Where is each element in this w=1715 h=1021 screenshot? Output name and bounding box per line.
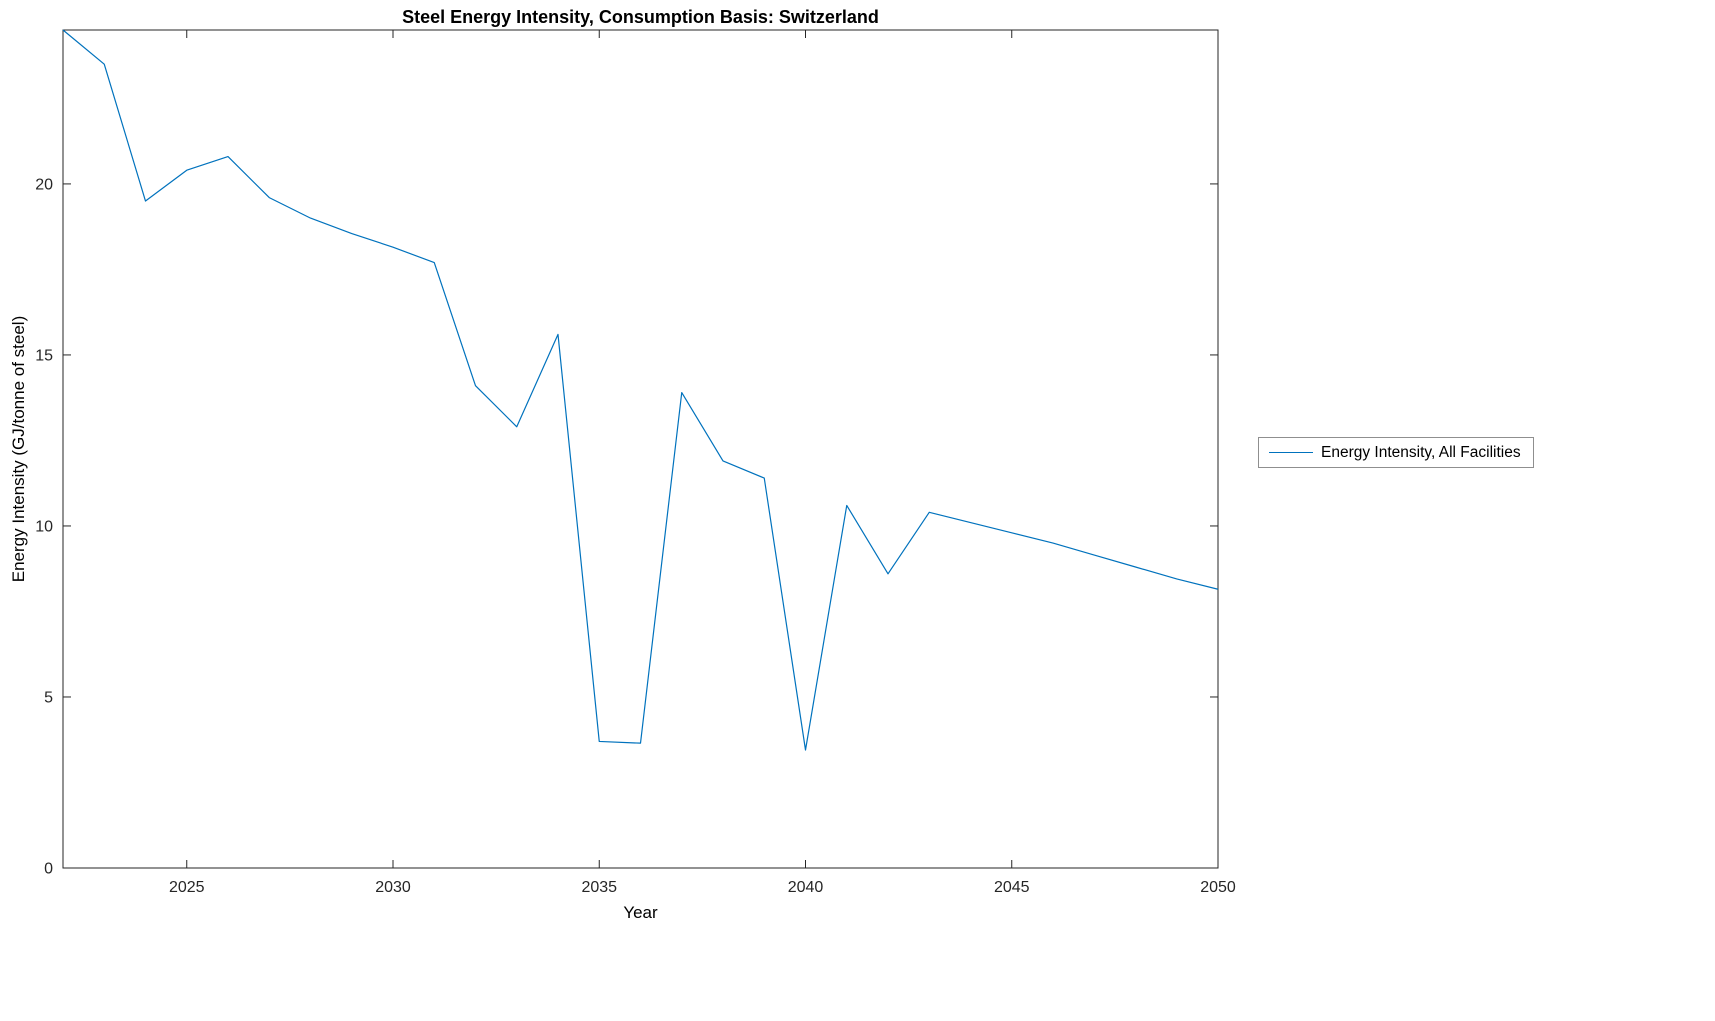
x-tick-label: 2050 — [1200, 879, 1236, 896]
chart-title: Steel Energy Intensity, Consumption Basi… — [402, 7, 879, 27]
legend-line-sample — [1269, 452, 1313, 453]
y-axis-label: Energy Intensity (GJ/tonne of steel) — [9, 315, 28, 583]
x-tick-label: 2040 — [788, 879, 824, 896]
y-tick-label: 15 — [35, 347, 53, 364]
x-axis-label: Year — [623, 903, 658, 922]
legend: Energy Intensity, All Facilities — [1258, 437, 1534, 468]
x-tick-label: 2045 — [994, 879, 1030, 896]
series-line-energy-intensity — [62, 29, 1219, 751]
y-tick-label: 10 — [35, 518, 53, 535]
x-tick-label: 2025 — [169, 879, 205, 896]
y-tick-label: 20 — [35, 176, 53, 193]
y-tick-label: 0 — [44, 861, 53, 878]
y-tick-label: 5 — [44, 689, 53, 706]
legend-label: Energy Intensity, All Facilities — [1321, 443, 1521, 461]
x-tick-label: 2030 — [375, 879, 411, 896]
x-tick-label: 2035 — [581, 879, 617, 896]
